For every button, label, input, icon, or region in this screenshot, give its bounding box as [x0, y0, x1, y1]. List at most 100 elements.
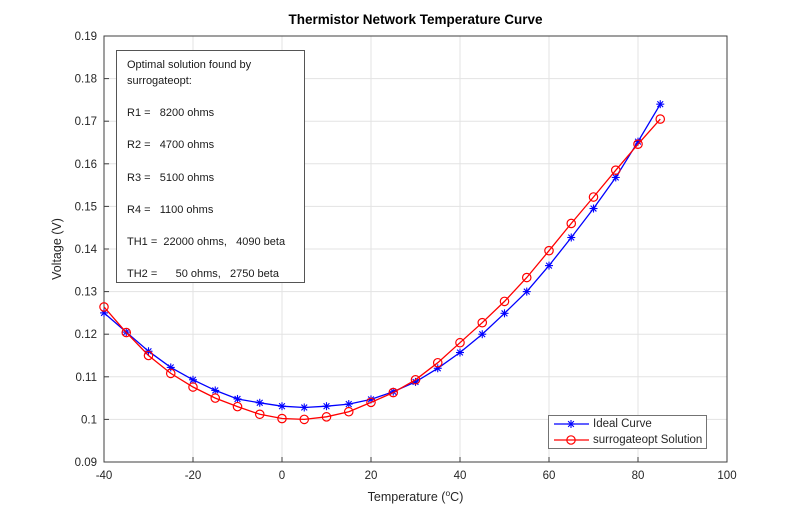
legend-sample-surrogateopt-solution-icon	[554, 435, 589, 445]
circle-marker	[410, 374, 421, 385]
circle-marker	[188, 382, 198, 392]
legend-sample-marker	[567, 420, 575, 428]
legend-item-ideal-curve[interactable]: Ideal Curve	[549, 416, 706, 432]
annotation-line	[127, 218, 304, 234]
asterisk-marker	[545, 261, 553, 270]
asterisk-stroke	[567, 234, 575, 241]
grid-lines	[103, 35, 728, 463]
annotation-textbox[interactable]: Optimal solution found by surrogateopt: R…	[116, 50, 305, 283]
annotation-line: Optimal solution found by	[127, 59, 252, 71]
asterisk-stroke	[189, 376, 197, 384]
asterisk-stroke	[656, 100, 664, 108]
y-tick-label: 0.18	[75, 74, 97, 86]
degree-superscript: o	[445, 488, 451, 498]
circle-marker	[343, 406, 354, 417]
circle-marker	[121, 327, 132, 338]
asterisk-marker	[344, 400, 353, 409]
asterisk-marker	[500, 309, 509, 318]
legend-sample-ideal-curve-icon	[554, 420, 589, 428]
circle-marker	[299, 414, 310, 425]
circle-marker	[588, 192, 599, 202]
annotation-line: R2 = 4700 ohms	[127, 139, 215, 152]
circle-marker	[210, 393, 221, 403]
asterisk-marker	[656, 100, 665, 109]
annotation-line	[127, 250, 304, 266]
circle-marker	[232, 401, 243, 412]
legend[interactable]: Ideal Curve surrogateopt Solution	[548, 415, 707, 449]
circle-marker	[477, 317, 488, 328]
circle-marker	[655, 114, 666, 124]
x-tick-label: 100	[717, 470, 736, 482]
asterisk-stroke	[300, 404, 308, 411]
y-tick-label: 0.09	[75, 457, 97, 469]
x-axis-label: Temperature (oC)	[104, 488, 727, 504]
circle-marker	[254, 409, 265, 420]
annotation-line	[127, 186, 304, 202]
data-series	[99, 100, 666, 425]
circle-marker	[499, 296, 510, 307]
asterisk-marker	[189, 375, 197, 384]
asterisk-marker	[322, 402, 331, 411]
circle-marker	[633, 139, 643, 150]
x-tick-label: 40	[454, 470, 467, 482]
y-tick-label: 0.1	[81, 414, 97, 426]
asterisk-marker	[278, 402, 286, 411]
annotation-line: TH2 = 50 ohms, 2750 beta	[127, 268, 279, 281]
x-tick-label: 60	[543, 470, 556, 482]
circle-marker	[143, 350, 154, 361]
circle-marker	[610, 165, 621, 175]
asterisk-stroke	[501, 310, 508, 317]
legend-label-surrogateopt-solution: surrogateopt Solution	[593, 434, 703, 446]
asterisk-stroke	[256, 399, 264, 407]
asterisk-stroke	[278, 402, 286, 410]
y-tick-label: 0.16	[75, 159, 97, 171]
asterisk-marker	[478, 330, 487, 339]
asterisk-stroke	[523, 288, 531, 295]
circle-marker	[99, 302, 109, 312]
circle-marker	[521, 272, 532, 283]
legend-sample-marker	[566, 435, 576, 445]
asterisk-marker	[211, 386, 220, 395]
x-axis-label-text: Temperature (	[367, 490, 446, 505]
circle-marker	[388, 387, 399, 398]
series-surrogateopt-solution	[99, 114, 666, 425]
x-tick-label: -20	[185, 470, 202, 482]
asterisk-marker	[589, 204, 598, 213]
legend-item-surrogateopt-solution[interactable]: surrogateopt Solution	[549, 432, 706, 448]
circle-marker	[455, 337, 465, 348]
asterisk-marker	[233, 394, 242, 403]
x-tick-label: 20	[365, 470, 378, 482]
x-tick-label: -40	[96, 470, 113, 482]
asterisk-marker	[300, 403, 309, 412]
x-tick-label: 80	[632, 470, 645, 482]
circle-marker	[277, 413, 287, 424]
y-tick-label: 0.15	[75, 201, 97, 213]
asterisk-stroke	[567, 420, 575, 428]
x-axis-label-unit: C)	[450, 490, 464, 505]
y-axis-label: Voltage (V)	[50, 218, 64, 280]
circle-marker	[366, 397, 376, 408]
asterisk-stroke	[545, 262, 553, 269]
annotation-line: R3 = 5100 ohms	[127, 171, 215, 184]
asterisk-stroke	[234, 395, 241, 403]
chart-title: Thermistor Network Temperature Curve	[288, 12, 543, 27]
asterisk-stroke	[590, 205, 597, 212]
annotation-line	[127, 121, 304, 137]
asterisk-stroke	[456, 349, 464, 356]
y-tick-label: 0.19	[75, 31, 97, 43]
asterisk-stroke	[211, 387, 219, 394]
asterisk-stroke	[345, 400, 353, 408]
asterisk-marker	[255, 398, 264, 407]
asterisk-stroke	[612, 174, 620, 181]
asterisk-stroke	[323, 402, 330, 410]
circle-marker	[544, 245, 554, 256]
x-tick-label: 0	[279, 470, 285, 482]
circle-marker	[566, 218, 577, 229]
axes-box	[103, 35, 728, 463]
circle-marker	[321, 412, 332, 422]
circle-marker	[165, 368, 176, 379]
asterisk-stroke	[478, 330, 486, 338]
tick-labels: -40 -20 0 20 40 60 80 100 0.09 0.1 0.11 0.12 0.13 0.1…	[75, 31, 737, 482]
legend-label-ideal-curve: Ideal Curve	[593, 418, 652, 430]
annotation-line	[127, 89, 304, 105]
